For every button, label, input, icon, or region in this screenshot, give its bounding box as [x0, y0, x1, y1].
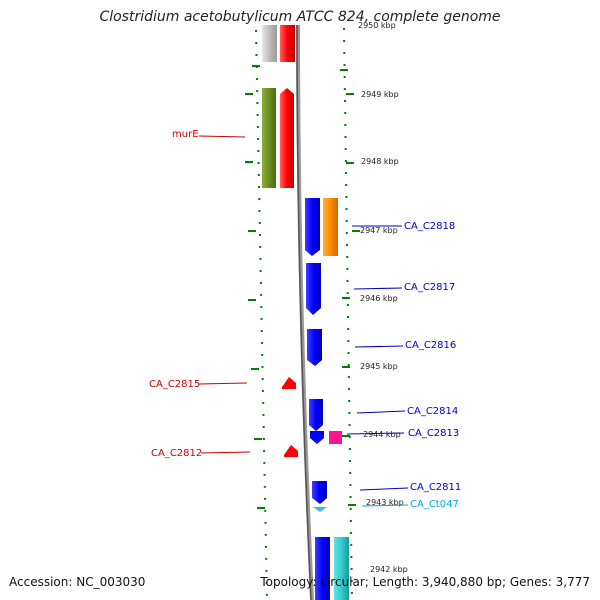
map-title: Clostridium acetobutylicum ATCC 824, com…	[99, 9, 501, 25]
right-gene-labels: CA_C2818 CA_C2817 CA_C2816 CA_C2814 CA_C…	[346, 221, 461, 510]
gene-CA_Ct047-feature	[313, 507, 327, 512]
gene-label: CA_C2813	[408, 428, 459, 439]
gene-feature	[280, 25, 295, 62]
tick-marks	[245, 65, 360, 509]
genome-summary-text: Topology: circular; Length: 3,940,880 bp…	[260, 575, 590, 589]
blue-feature	[315, 537, 330, 600]
tick-label: 2948 kbp	[361, 157, 399, 166]
gene-label: CA_Ct047	[410, 499, 459, 510]
olive-feature	[262, 88, 276, 188]
gene-label: murE	[172, 129, 199, 140]
accession-text: Accession: NC_003030	[9, 575, 146, 589]
gene-label: CA_C2818	[404, 221, 455, 232]
gene-CA_C2818-feature	[305, 198, 320, 256]
genome-backbone	[296, 24, 314, 600]
tick-label: 2942 kbp	[370, 565, 408, 574]
tick-label: 2946 kbp	[360, 294, 398, 303]
cyan-feature	[334, 537, 349, 600]
tick-label: 2943 kbp	[366, 498, 404, 507]
right-dotted-ring	[343, 27, 353, 600]
gene-CA_C2816-feature	[307, 329, 322, 366]
gene-CA_C2812-feature	[284, 445, 298, 457]
gene-label: CA_C2816	[405, 340, 456, 351]
gene-label: CA_C2815	[149, 379, 200, 390]
tick-label: 2950 kbp	[358, 21, 396, 30]
magenta-feature	[329, 431, 342, 444]
gray-feature	[262, 25, 277, 62]
gene-CA_C2817-feature	[306, 263, 321, 315]
gene-CA_C2811-feature	[312, 481, 327, 504]
tick-labels: 2950 kbp 2949 kbp 2948 kbp 2947 kbp 2946…	[358, 21, 408, 574]
tick-label: 2947 kbp	[360, 226, 398, 235]
gene-murE-feature	[280, 88, 294, 188]
gene-CA_C2815-feature	[282, 377, 296, 389]
gene-label: CA_C2814	[407, 406, 458, 417]
orange-feature	[323, 198, 338, 256]
tick-label: 2949 kbp	[361, 90, 399, 99]
gene-CA_C2813-feature	[310, 431, 324, 444]
forward-features	[262, 25, 298, 457]
gene-label: CA_C2811	[410, 482, 461, 493]
tick-label: 2944 kbp	[363, 430, 401, 439]
gene-label: CA_C2817	[404, 282, 455, 293]
gene-label: CA_C2812	[151, 448, 202, 459]
left-gene-labels: murE CA_C2815 CA_C2812	[149, 129, 251, 459]
reverse-features	[305, 198, 349, 600]
tick-label: 2945 kbp	[360, 362, 398, 371]
gene-CA_C2814-feature	[309, 399, 323, 431]
